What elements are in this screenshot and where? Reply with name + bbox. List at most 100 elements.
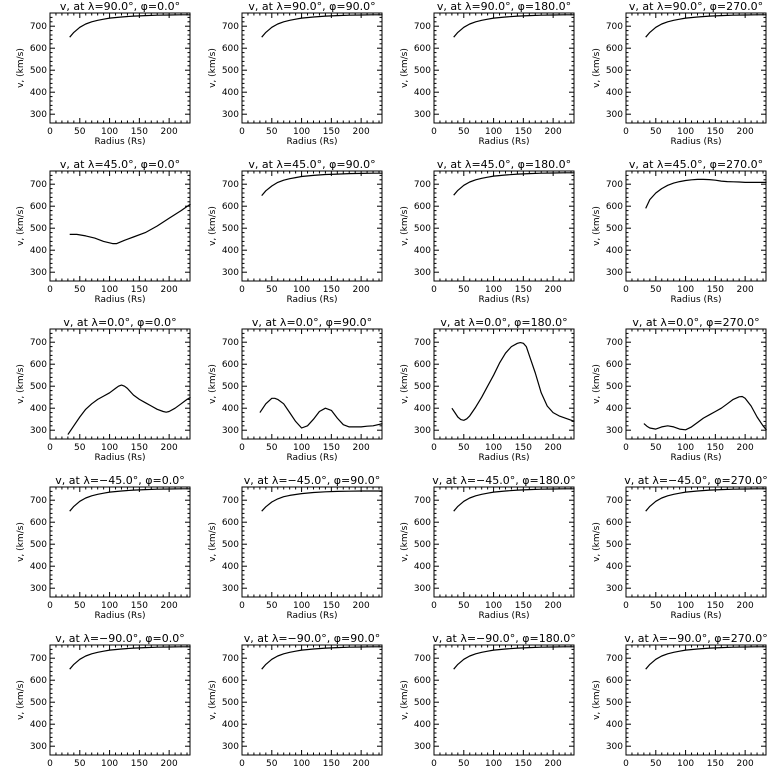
x-tick-label: 0 <box>431 601 437 611</box>
velocity-line <box>451 342 575 422</box>
velocity-line <box>645 178 767 209</box>
y-axis-label: v, (km/s) <box>400 206 410 246</box>
y-tick-label: 400 <box>606 720 623 730</box>
x-axis-label: Radius (Rs) <box>94 295 145 305</box>
y-tick-label: 600 <box>222 360 239 370</box>
y-tick-label: 600 <box>414 676 431 686</box>
x-tick-label: 0 <box>47 285 53 295</box>
y-tick-label: 700 <box>606 654 623 664</box>
subplot-title: v, at λ=0.0°, φ=90.0° <box>252 316 372 329</box>
subplot-title: v, at λ=−90.0°, φ=0.0° <box>55 632 184 645</box>
y-tick-label: 300 <box>414 426 431 436</box>
y-tick-label: 500 <box>222 540 239 550</box>
y-tick-label: 400 <box>414 88 431 98</box>
velocity-line <box>69 488 191 512</box>
y-tick-label: 600 <box>30 518 47 528</box>
y-tick-label: 500 <box>30 224 47 234</box>
y-tick-label: 600 <box>222 202 239 212</box>
x-tick-label: 0 <box>431 759 437 768</box>
y-tick-label: 600 <box>30 676 47 686</box>
x-tick-label: 100 <box>485 601 502 611</box>
subplot: v, at λ=0.0°, φ=90.0° 0 50 100 150 200 300 400 5… <box>208 316 383 463</box>
y-tick-label: 400 <box>30 88 47 98</box>
y-tick-label: 500 <box>606 224 623 234</box>
x-tick-label: 100 <box>485 285 502 295</box>
x-tick-label: 200 <box>161 601 178 611</box>
x-axis-label: Radius (Rs) <box>286 295 337 305</box>
x-tick-label: 200 <box>545 443 562 453</box>
x-axis-label: Radius (Rs) <box>478 137 529 147</box>
x-tick-label: 150 <box>323 443 340 453</box>
plot-frame <box>49 644 191 756</box>
x-axis-label: Radius (Rs) <box>94 137 145 147</box>
x-tick-label: 50 <box>458 759 470 768</box>
x-tick-label: 100 <box>677 443 694 453</box>
x-tick-label: 50 <box>266 759 278 768</box>
x-axis-label: Radius (Rs) <box>286 453 337 463</box>
plot-frame <box>49 486 191 598</box>
x-tick-label: 200 <box>353 127 370 137</box>
subplot-title: v, at λ=45.0°, φ=0.0° <box>60 158 180 171</box>
y-axis-label: v, (km/s) <box>400 522 410 562</box>
subplot: v, at λ=−45.0°, φ=180.0° 0 50 100 150 200 300 4… <box>400 474 576 621</box>
x-tick-label: 0 <box>239 443 245 453</box>
subplot-title: v, at λ=90.0°, φ=90.0° <box>248 0 375 13</box>
x-tick-label: 150 <box>131 443 148 453</box>
x-tick-label: 50 <box>74 443 86 453</box>
x-axis-label: Radius (Rs) <box>94 611 145 621</box>
subplot: v, at λ=90.0°, φ=270.0° 0 50 100 150 200 300 40… <box>592 0 767 147</box>
y-tick-label: 400 <box>30 720 47 730</box>
subplot-title: v, at λ=−45.0°, φ=0.0° <box>55 474 184 487</box>
y-tick-label: 400 <box>606 404 623 414</box>
x-tick-label: 150 <box>515 443 532 453</box>
y-tick-label: 300 <box>222 426 239 436</box>
subplot-title: v, at λ=90.0°, φ=180.0° <box>437 0 571 13</box>
y-tick-label: 400 <box>222 404 239 414</box>
y-tick-label: 700 <box>222 22 239 32</box>
plot-frame <box>433 328 575 440</box>
subplot-title: v, at λ=45.0°, φ=90.0° <box>248 158 375 171</box>
velocity-line <box>261 646 383 670</box>
y-tick-label: 500 <box>606 382 623 392</box>
subplot: v, at λ=−90.0°, φ=0.0° 0 50 100 150 200 300 400… <box>16 632 191 768</box>
x-tick-label: 150 <box>131 285 148 295</box>
y-tick-label: 500 <box>414 66 431 76</box>
y-tick-label: 400 <box>414 562 431 572</box>
x-tick-label: 100 <box>677 759 694 768</box>
y-tick-label: 400 <box>414 720 431 730</box>
x-tick-label: 150 <box>707 759 724 768</box>
x-tick-label: 150 <box>515 127 532 137</box>
subplot: v, at λ=−45.0°, φ=90.0° 0 50 100 150 200 300 40… <box>208 474 383 621</box>
y-tick-label: 500 <box>30 66 47 76</box>
x-tick-label: 150 <box>131 127 148 137</box>
plot-frame <box>49 12 191 124</box>
y-tick-label: 600 <box>414 360 431 370</box>
y-tick-label: 300 <box>414 742 431 752</box>
y-tick-label: 600 <box>606 676 623 686</box>
subplot-title: v, at λ=0.0°, φ=0.0° <box>63 316 176 329</box>
x-tick-label: 100 <box>101 443 118 453</box>
y-axis-label: v, (km/s) <box>16 206 26 246</box>
y-tick-label: 300 <box>414 268 431 278</box>
plot-frame <box>625 12 767 124</box>
x-tick-label: 0 <box>47 601 53 611</box>
x-tick-label: 200 <box>161 285 178 295</box>
x-tick-label: 50 <box>74 759 86 768</box>
velocity-line <box>643 395 768 431</box>
y-tick-label: 300 <box>30 110 47 120</box>
x-tick-label: 150 <box>131 601 148 611</box>
y-tick-label: 500 <box>222 66 239 76</box>
x-tick-label: 150 <box>707 601 724 611</box>
x-tick-label: 0 <box>47 127 53 137</box>
x-tick-label: 0 <box>431 285 437 295</box>
y-tick-label: 700 <box>606 338 623 348</box>
plot-frame <box>49 328 191 440</box>
subplot: v, at λ=90.0°, φ=90.0° 0 50 100 150 200 300 400… <box>208 0 383 147</box>
x-tick-label: 100 <box>293 443 310 453</box>
subplot: v, at λ=0.0°, φ=0.0° 0 50 100 150 200 300 400 50… <box>16 316 191 463</box>
y-tick-label: 500 <box>606 698 623 708</box>
y-tick-label: 600 <box>30 202 47 212</box>
x-tick-label: 0 <box>239 127 245 137</box>
x-tick-label: 150 <box>323 127 340 137</box>
